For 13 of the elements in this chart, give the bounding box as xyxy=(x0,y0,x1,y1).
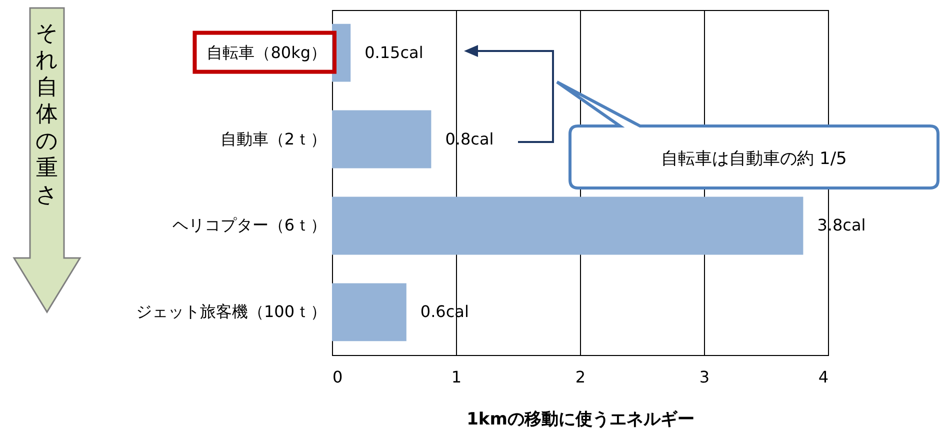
x-tick-label: 0 xyxy=(332,368,343,386)
x-tick-label: 2 xyxy=(575,368,586,386)
y-axis-title: それ自体の重さ xyxy=(36,21,58,208)
annotation: 自転車は自動車の約 1/5 xyxy=(661,149,847,169)
y-tick-label: ジェット旅客機（100ｔ） xyxy=(136,302,326,322)
data-label: 0.15cal xyxy=(364,42,424,62)
x-tick-label: 4 xyxy=(818,368,828,386)
y-tick-label: ヘリコプター（6ｔ） xyxy=(172,216,326,235)
x-tick-label: 1 xyxy=(451,368,462,386)
y-tick-label: 自動車（2ｔ） xyxy=(220,129,326,148)
y-tick-label: 自転車（80kg） xyxy=(206,42,326,62)
x-axis-title: 1kmの移動に使うエネルギー xyxy=(466,410,694,430)
x-tick-label: 3 xyxy=(699,368,710,386)
